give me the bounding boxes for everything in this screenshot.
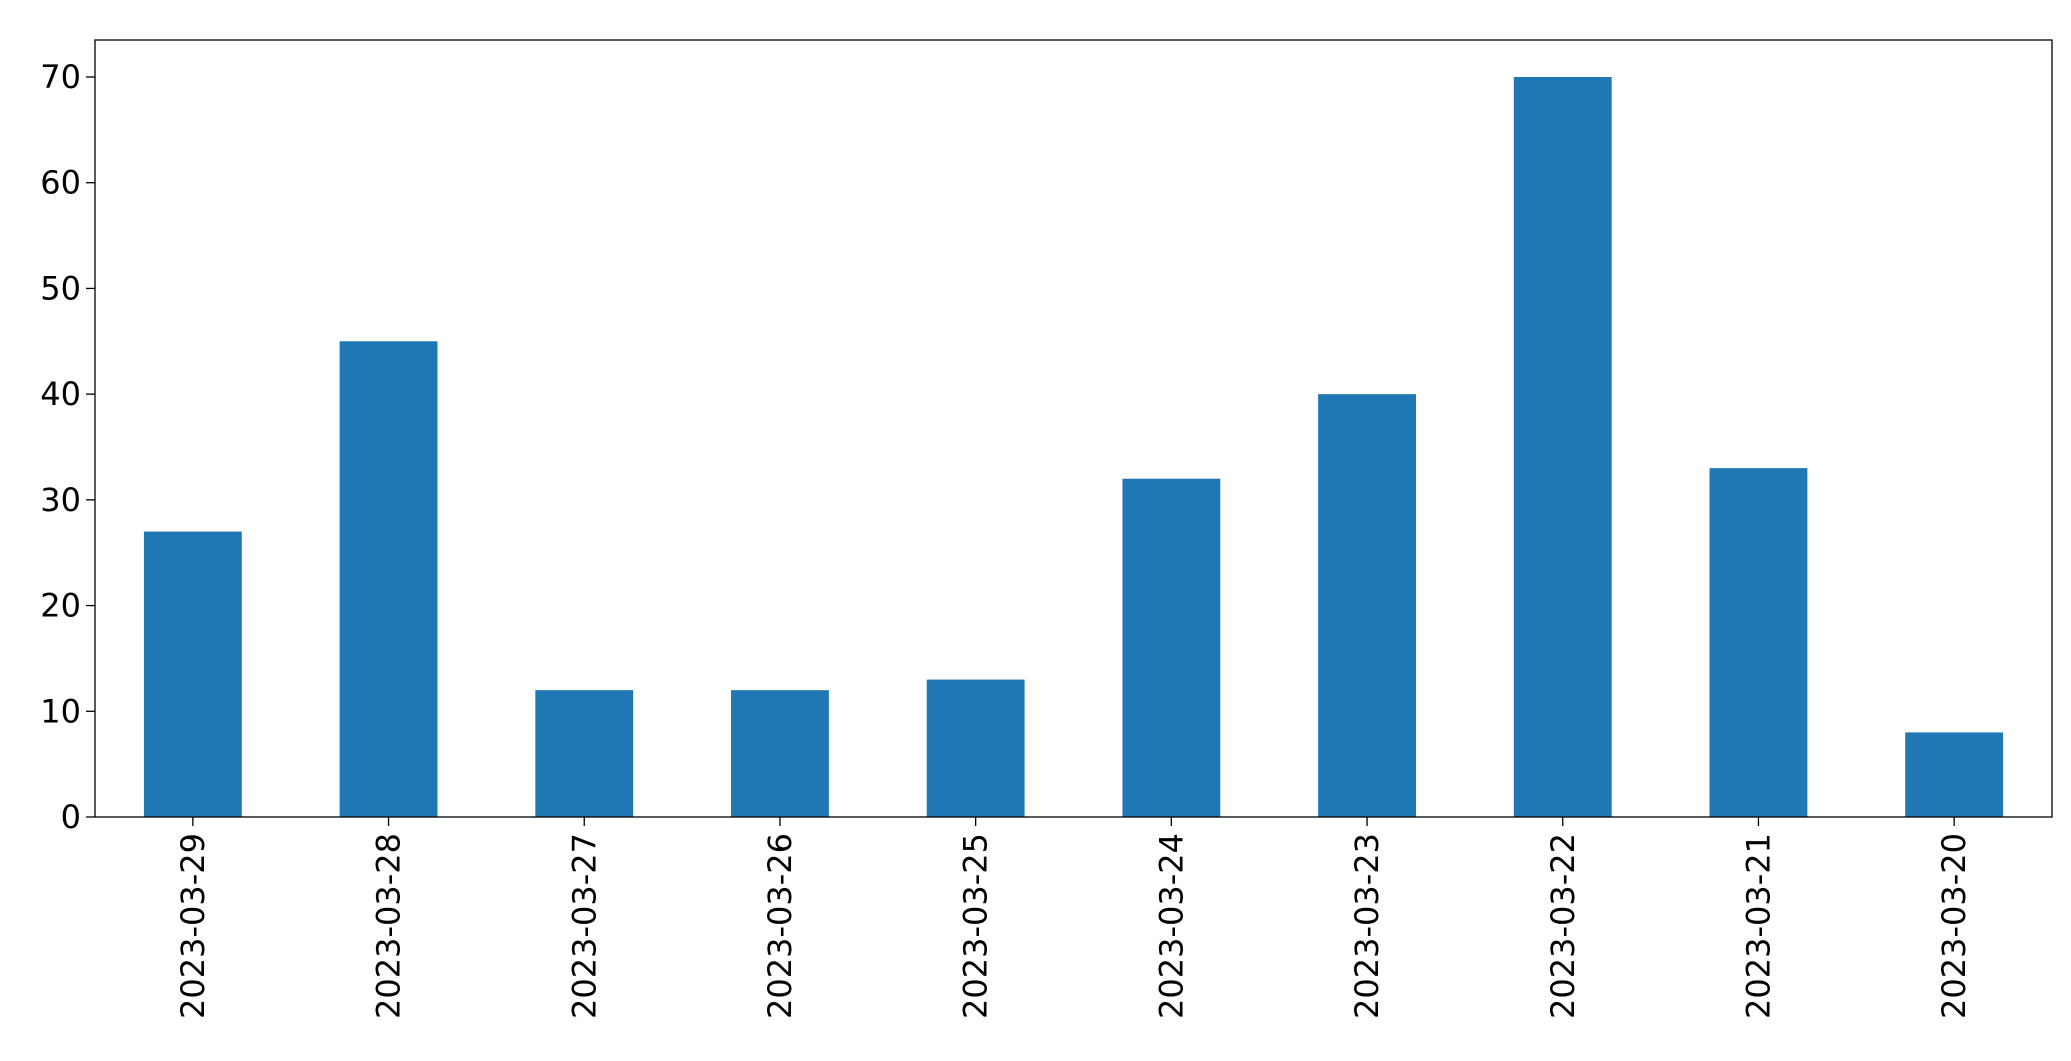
y-tick-label: 40 xyxy=(40,375,81,413)
x-tick-label: 2023-03-24 xyxy=(1152,833,1190,1019)
x-tick-label: 2023-03-25 xyxy=(957,833,995,1019)
plot-frame xyxy=(94,39,2053,818)
bar xyxy=(143,531,242,817)
y-tick-label: 30 xyxy=(40,481,81,519)
x-tick-label: 2023-03-21 xyxy=(1739,833,1777,1019)
bar xyxy=(731,690,829,817)
y-tick-label: 50 xyxy=(40,269,81,307)
bar xyxy=(1513,77,1612,817)
y-tick-label: 60 xyxy=(40,164,81,202)
x-tick-label: 2023-03-23 xyxy=(1348,833,1386,1019)
x-tick-label: 2023-03-28 xyxy=(370,833,408,1019)
x-tick-label: 2023-03-20 xyxy=(1935,833,1973,1019)
y-tick-label: 70 xyxy=(40,58,81,96)
y-tick-label: 20 xyxy=(40,587,81,625)
bar xyxy=(1122,478,1221,817)
bar xyxy=(535,690,634,817)
bar xyxy=(926,679,1025,817)
x-tick-label: 2023-03-29 xyxy=(174,833,212,1019)
bar xyxy=(339,341,438,817)
x-tick-label: 2023-03-22 xyxy=(1544,833,1582,1019)
x-tick-label: 2023-03-26 xyxy=(761,833,799,1019)
x-tick-label: 2023-03-27 xyxy=(565,833,603,1019)
bar xyxy=(1905,732,2004,817)
y-tick-label: 0 xyxy=(61,798,81,836)
bar xyxy=(1318,394,1416,817)
y-tick-label: 10 xyxy=(40,692,81,730)
bar xyxy=(1709,468,1808,817)
